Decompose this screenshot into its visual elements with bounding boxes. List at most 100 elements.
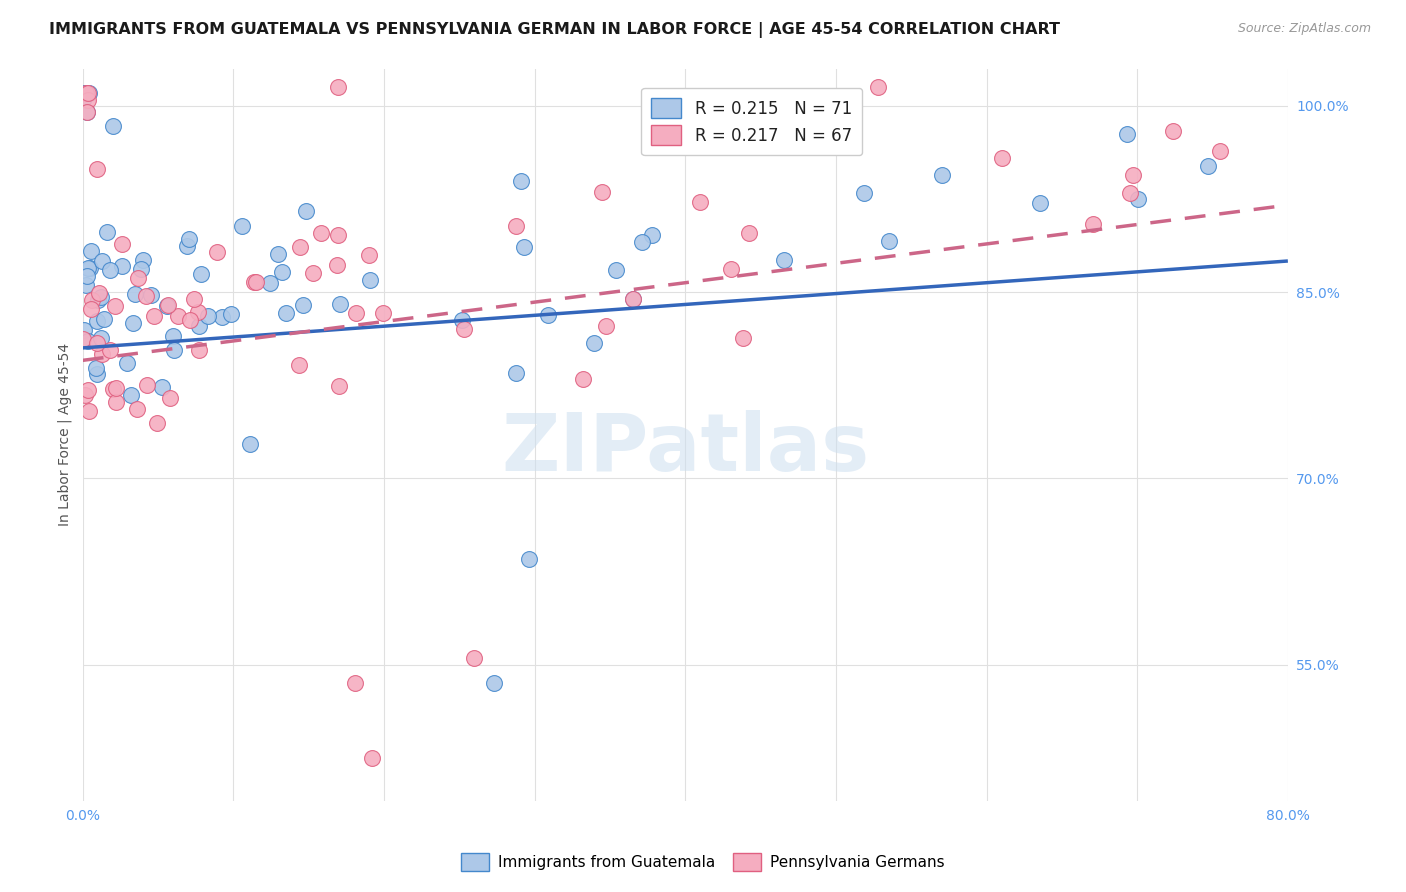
Point [689,194,711,209]
Point [183,292,205,306]
Text: ZIPatlas: ZIPatlas [501,410,869,489]
Point [125,402,148,417]
Point [87,286,110,301]
Point [513,239,536,253]
Point [75,278,97,293]
Point [150,380,173,394]
Point [344,306,367,320]
Point [104,299,127,313]
Point [176,239,198,253]
Point [79,260,101,275]
Point [287,358,309,372]
Point [76,87,98,101]
Point [868,80,890,95]
Text: IMMIGRANTS FROM GUATEMALA VS PENNSYLVANIA GERMAN IN LABOR FORCE | AGE 45-54 CORR: IMMIGRANTS FROM GUATEMALA VS PENNSYLVANI… [49,22,1060,38]
Point [245,275,267,289]
Point [231,219,253,233]
Point [631,235,654,250]
Point [361,750,384,764]
Point [77,260,100,275]
Point [79,87,101,101]
Point [641,228,664,243]
Point [329,297,352,311]
Point [86,162,108,177]
Point [595,319,617,334]
Point [129,262,152,277]
Point [451,312,474,326]
Point [773,253,796,268]
Point [111,260,134,274]
Point [121,388,143,402]
Point [90,254,112,268]
Point [73,388,96,402]
Point [75,87,97,101]
Point [104,394,127,409]
Point [931,168,953,182]
Point [187,343,209,357]
Point [537,308,560,322]
Point [124,286,146,301]
Point [207,245,229,260]
Point [98,343,121,357]
Point [1161,123,1184,137]
Point [101,382,124,396]
Point [122,317,145,331]
Legend: R = 0.215   N = 71, R = 0.217   N = 67: R = 0.215 N = 71, R = 0.217 N = 67 [641,87,862,155]
Point [163,343,186,358]
Point [84,361,107,376]
Point [292,298,315,312]
Point [103,119,125,133]
Point [76,105,98,120]
Point [1122,168,1144,182]
Point [359,273,381,287]
Point [853,186,876,201]
Text: Source: ZipAtlas.com: Source: ZipAtlas.com [1237,22,1371,36]
Point [187,304,209,318]
Point [77,334,100,348]
Point [86,314,108,328]
Point [190,268,212,282]
Point [219,308,242,322]
Point [197,309,219,323]
Point [733,331,755,345]
Point [1115,127,1137,141]
Point [177,232,200,246]
Point [76,268,98,283]
Legend: Immigrants from Guatemala, Pennsylvania Germans: Immigrants from Guatemala, Pennsylvania … [456,847,950,877]
Point [505,366,527,380]
Point [159,391,181,405]
Point [326,259,349,273]
Point [505,219,527,233]
Point [115,356,138,370]
Point [328,228,350,243]
Point [270,265,292,279]
Point [877,234,900,248]
Point [463,651,485,665]
Point [156,299,179,313]
Point [111,236,134,251]
Point [328,80,350,95]
Point [453,322,475,336]
Point [98,263,121,277]
Point [288,240,311,254]
Point [127,271,149,285]
Point [156,298,179,312]
Point [1081,217,1104,231]
Point [621,293,644,307]
Point [90,331,112,345]
Point [80,244,103,259]
Point [517,552,540,566]
Point [80,293,103,307]
Point [359,248,381,262]
Point [146,416,169,430]
Point [72,93,94,107]
Point [582,335,605,350]
Point [509,173,531,187]
Point [77,383,100,397]
Point [142,309,165,323]
Point [73,87,96,101]
Point [621,293,644,307]
Point [373,306,395,320]
Point [482,676,505,690]
Point [572,372,595,386]
